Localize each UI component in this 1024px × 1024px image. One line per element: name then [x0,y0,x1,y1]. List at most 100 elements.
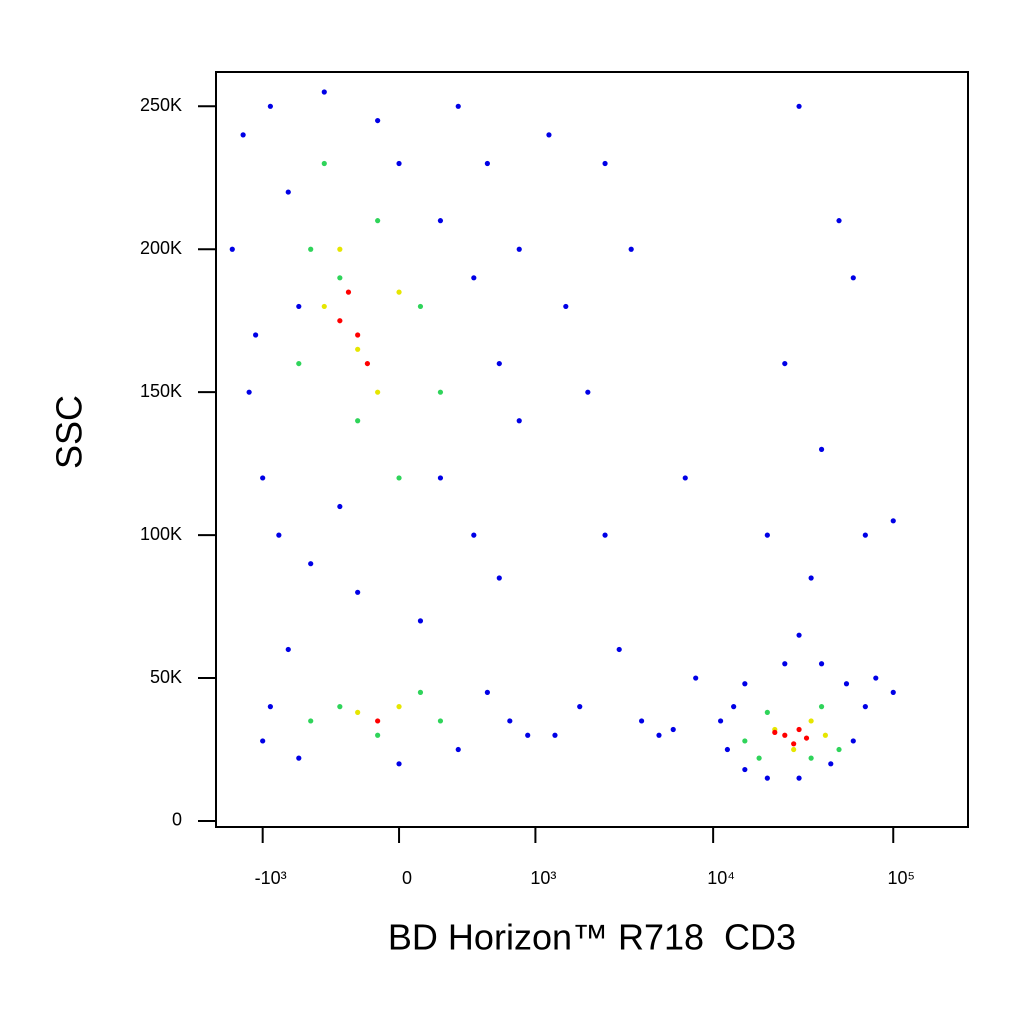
point [818,661,825,667]
point [285,189,291,195]
point [417,689,424,695]
point [756,755,762,761]
point [764,709,770,715]
point [782,661,788,667]
point [276,532,282,538]
point [850,275,856,281]
y-tick-label: 50K [150,667,182,687]
point [355,709,361,715]
point [375,218,381,224]
point [437,718,444,724]
point [742,681,748,687]
point [321,160,327,167]
y-tick-label: 250K [140,95,182,115]
point [742,738,748,744]
point [546,132,552,138]
point [742,766,748,773]
point [693,675,699,681]
point [296,360,302,367]
point [267,704,273,710]
point [717,718,724,724]
point [375,732,381,738]
point [396,761,402,767]
point [345,289,352,295]
y-tick-label: 150K [140,381,182,401]
point [355,346,361,352]
point [628,246,634,252]
point [818,446,825,452]
point [417,303,424,310]
point [260,475,266,481]
point [731,704,737,710]
point [772,729,778,735]
point [308,718,314,724]
point [602,532,608,538]
x-tick-label: 0 [402,868,412,888]
point [321,303,327,310]
point [437,475,444,481]
point [337,503,343,510]
point [337,246,343,252]
point [496,360,502,367]
point [507,718,513,724]
point [796,775,802,781]
point [862,704,868,710]
point [764,532,770,538]
point [656,732,662,738]
point [496,575,502,581]
x-tick-label: 10³ [530,868,556,888]
point [471,532,477,538]
point [525,732,531,738]
point [471,275,477,281]
point [850,738,856,744]
x-tick-label: 10⁴ [707,868,735,888]
point [836,746,842,753]
point [796,726,802,733]
point [375,389,381,395]
point [396,160,402,167]
point [337,318,343,324]
point [455,103,461,109]
point [484,160,490,167]
point [682,475,688,481]
point [808,575,814,581]
point [890,518,896,524]
point [396,704,402,710]
point [337,704,343,710]
point [308,246,314,252]
point [577,704,583,710]
point [670,726,676,733]
point [843,681,850,687]
x-tick-label: -10³ [255,868,287,888]
point [602,160,608,167]
point [417,618,424,624]
point [437,218,444,224]
point [484,689,490,695]
point [375,718,381,724]
point [796,632,802,638]
point [818,704,825,710]
point [796,103,802,109]
point [808,755,814,761]
point [437,389,444,395]
y-tick-label: 100K [140,524,182,544]
point [585,389,591,395]
point [782,360,788,367]
point [862,532,868,538]
point [396,289,402,295]
point [808,718,814,724]
point [836,218,842,224]
point [253,332,259,338]
x-tick-label: 10⁵ [888,868,915,888]
y-tick-label: 0 [172,810,182,830]
point [296,755,302,761]
point [764,775,770,781]
point [240,132,246,138]
point [791,746,797,753]
point [260,738,266,744]
point [803,735,810,741]
point [822,732,828,738]
point [638,718,645,724]
point [890,689,896,695]
